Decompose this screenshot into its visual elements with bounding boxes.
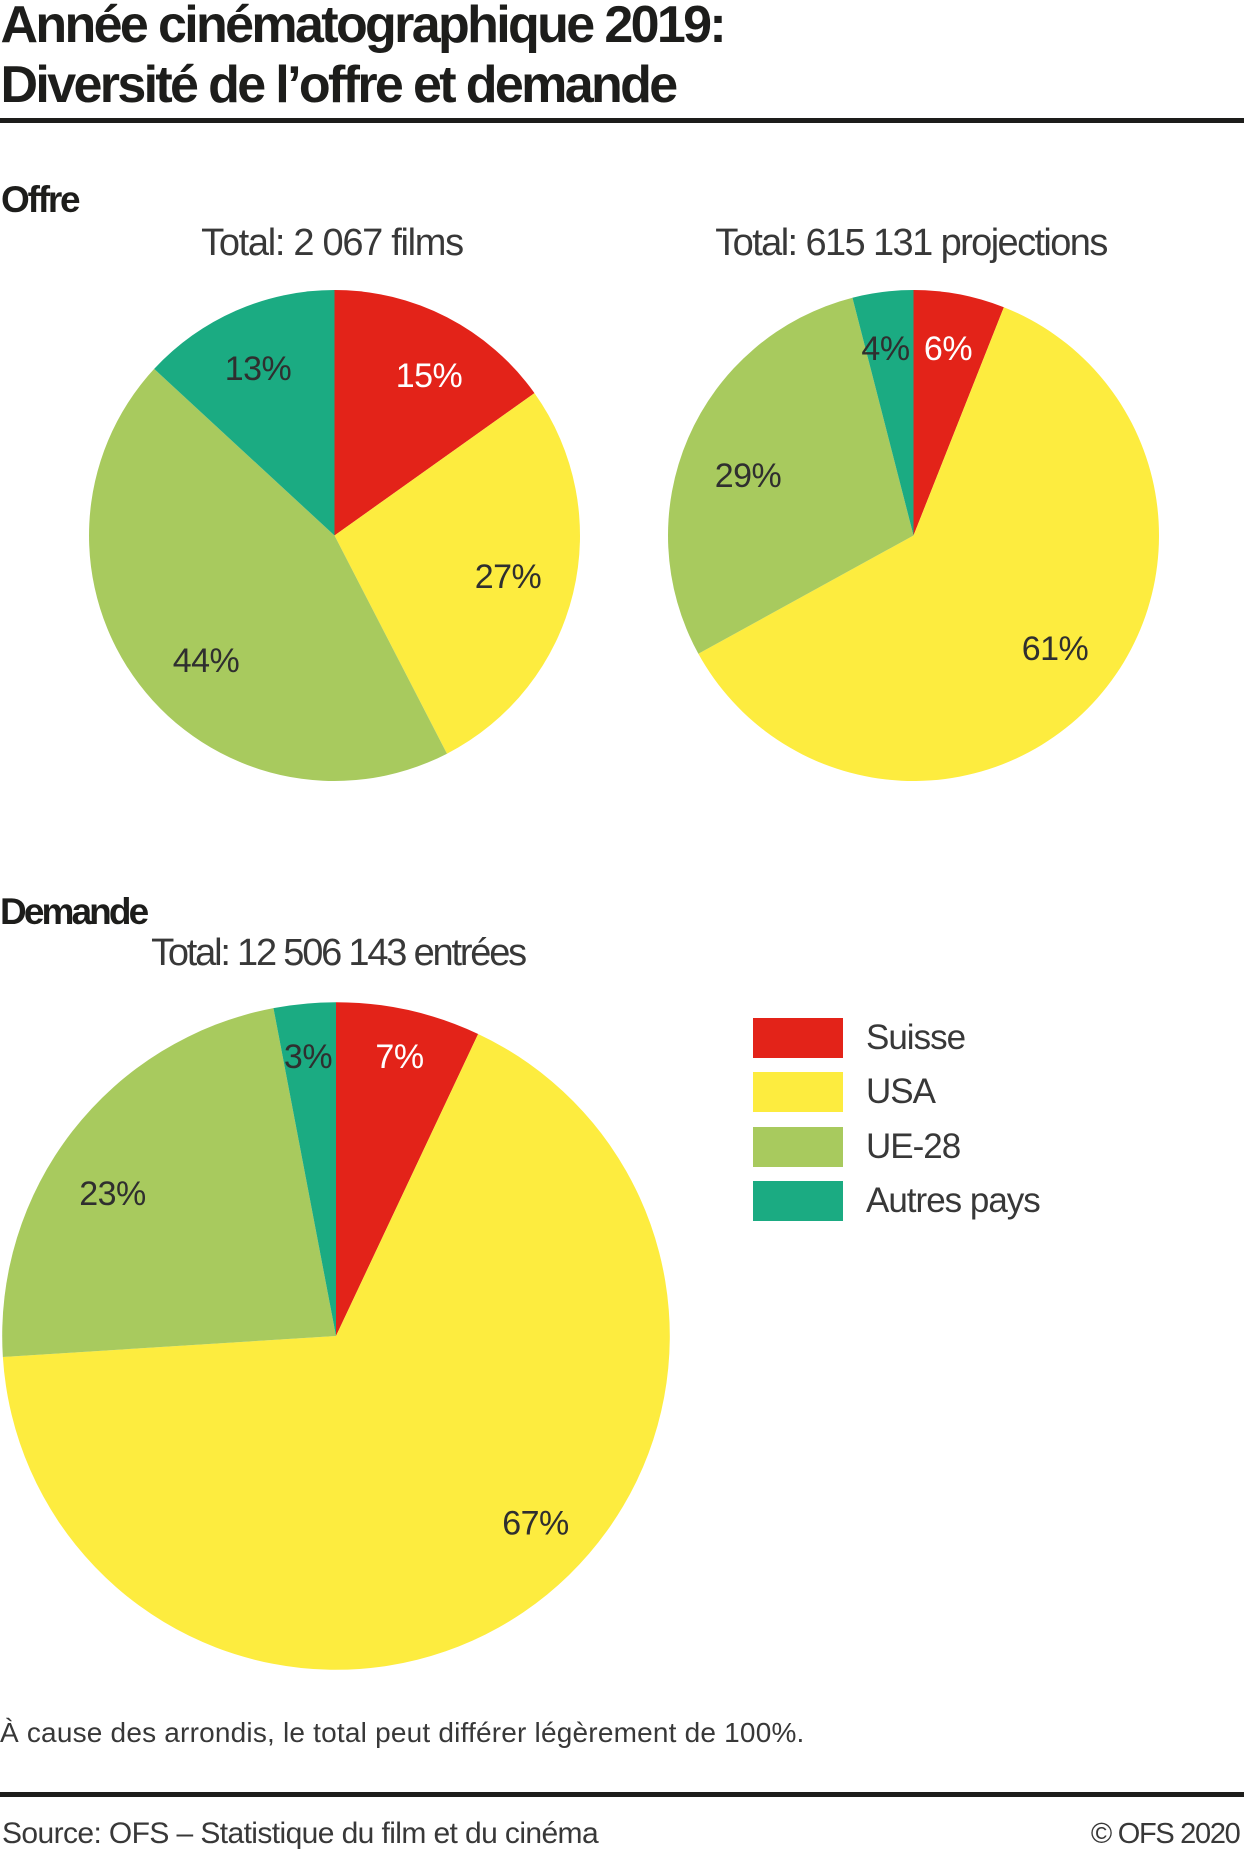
svg-text:67%: 67% bbox=[502, 1505, 569, 1543]
svg-text:61%: 61% bbox=[1022, 630, 1089, 668]
svg-text:27%: 27% bbox=[475, 558, 542, 596]
svg-text:23%: 23% bbox=[79, 1175, 146, 1213]
svg-text:7%: 7% bbox=[375, 1038, 423, 1076]
svg-text:15%: 15% bbox=[396, 357, 463, 395]
svg-text:3%: 3% bbox=[284, 1038, 332, 1076]
svg-text:13%: 13% bbox=[225, 350, 292, 388]
svg-text:6%: 6% bbox=[924, 330, 972, 368]
svg-text:29%: 29% bbox=[715, 457, 782, 495]
svg-text:44%: 44% bbox=[173, 642, 240, 680]
svg-text:4%: 4% bbox=[861, 330, 909, 368]
